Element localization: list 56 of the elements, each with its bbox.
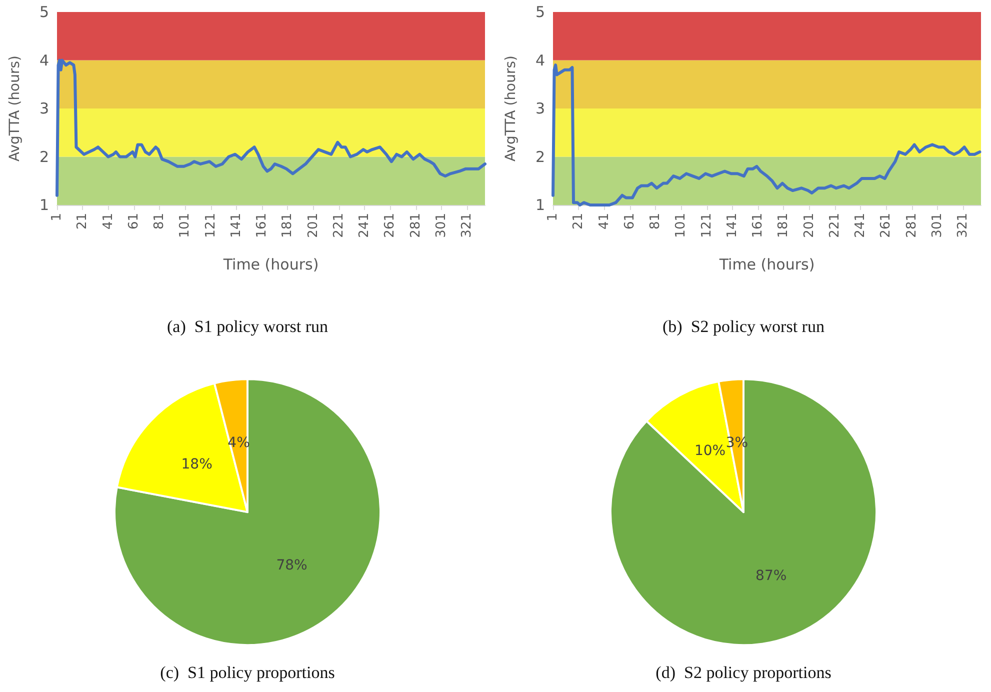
x-tick-label: 81 [152, 213, 168, 230]
x-tick-label: 301 [434, 213, 449, 238]
x-tick-label: 281 [904, 213, 920, 238]
data-label: 10% [694, 443, 726, 460]
x-tick-label: 141 [228, 213, 244, 238]
x-tick-label: 241 [357, 213, 372, 238]
x-tick-label: 61 [622, 213, 638, 230]
x-tick-label: 21 [571, 213, 586, 230]
x-tick-label: 101 [178, 213, 193, 238]
y-axis-title: AvgTTA (hours) [7, 55, 23, 162]
x-tick-label: 201 [802, 213, 817, 238]
data-label: 18% [181, 456, 212, 473]
x-tick-label: 321 [956, 213, 971, 238]
x-tick-label: 261 [878, 213, 894, 238]
x-tick-label: 241 [853, 213, 868, 238]
x-tick-label: 121 [699, 213, 714, 238]
x-tick-label: 281 [408, 213, 424, 238]
x-tick-label: 101 [674, 213, 689, 238]
x-tick-label: 161 [254, 213, 270, 238]
x-tick-label: 201 [306, 213, 321, 238]
x-tick-label: 161 [750, 213, 766, 238]
x-tick-label: 321 [460, 213, 475, 238]
x-axis-title: Time (hours) [718, 256, 815, 274]
text: (d) S2 policy proportions [656, 663, 832, 682]
x-axis-title: Time (hours) [222, 256, 319, 274]
x-tick-label: 221 [331, 213, 346, 238]
x-tick-label: 61 [126, 213, 142, 230]
x-tick-label: 1 [546, 213, 560, 222]
y-axis-title: AvgTTA (hours) [503, 55, 519, 162]
x-tick-label: 261 [382, 213, 398, 238]
x-tick-label: 181 [776, 213, 792, 238]
x-tick-label: 41 [100, 213, 116, 230]
x-tick-label: 1 [50, 213, 64, 222]
y-tick-label: 3 [535, 100, 545, 118]
x-tick-label: 181 [280, 213, 296, 238]
x-tick-label: 121 [203, 213, 218, 238]
y-tick-label: 5 [39, 3, 49, 21]
data-label: 78% [276, 558, 308, 574]
text: (b) S2 policy worst run [662, 317, 825, 336]
y-tick-label: 4 [39, 51, 49, 70]
line-series [56, 58, 486, 197]
y-tick-label: 2 [39, 148, 49, 166]
line-series [552, 64, 982, 206]
x-tick-label: 21 [75, 213, 90, 230]
y-tick-label: 3 [39, 100, 49, 118]
x-tick-label: 41 [596, 213, 612, 230]
x-tick-label: 301 [930, 213, 945, 238]
data-label: 87% [756, 568, 787, 584]
x-tick-label: 141 [724, 213, 740, 238]
x-tick-label: 81 [648, 213, 664, 230]
y-tick-label: 5 [535, 3, 545, 21]
text: (a) S1 policy worst run [166, 317, 328, 336]
y-tick-label: 2 [535, 148, 545, 166]
x-tick-label: 221 [827, 213, 842, 238]
text: (c) S1 policy proportions [160, 663, 335, 682]
y-tick-label: 4 [535, 51, 545, 70]
